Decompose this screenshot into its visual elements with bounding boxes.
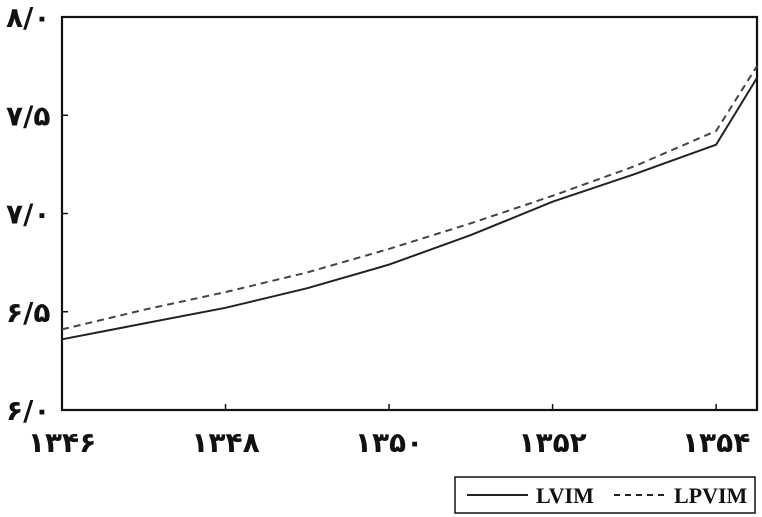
series-layer: [61, 65, 758, 341]
legend-box: [454, 476, 756, 514]
x-axis: ۱۳۴۶ ۱۳۴۸ ۱۳۵۰ ۱۳۵۲ ۱۳۵۴: [28, 404, 750, 459]
series-line-lvim: [61, 77, 758, 341]
plot-frame: [60, 15, 759, 412]
y-tick-label: ۸/۰: [6, 1, 50, 34]
x-tick-label: ۱۳۴۸: [191, 426, 259, 459]
plot-border: [60, 15, 759, 412]
y-tick-label: ۷/۵: [6, 99, 50, 132]
legend: LVIM LPVIM: [454, 476, 756, 514]
y-tick-label: ۶/۰: [6, 394, 50, 427]
x-tick-label: ۱۳۵۴: [682, 426, 750, 459]
y-tick-label: ۷/۰: [6, 198, 50, 231]
x-tick-label: ۱۳۵۲: [518, 426, 586, 459]
y-tick-label: ۶/۵: [6, 296, 50, 329]
legend-label-lvim: LVIM: [536, 483, 594, 508]
y-axis: ۶/۰ ۶/۵ ۷/۰ ۷/۵ ۸/۰: [6, 1, 68, 427]
legend-label-lpvim: LPVIM: [674, 483, 748, 508]
series-line-lpvim: [61, 65, 758, 331]
x-tick-label: ۱۳۵۰: [355, 426, 423, 459]
x-tick-label: ۱۳۴۶: [28, 426, 96, 459]
